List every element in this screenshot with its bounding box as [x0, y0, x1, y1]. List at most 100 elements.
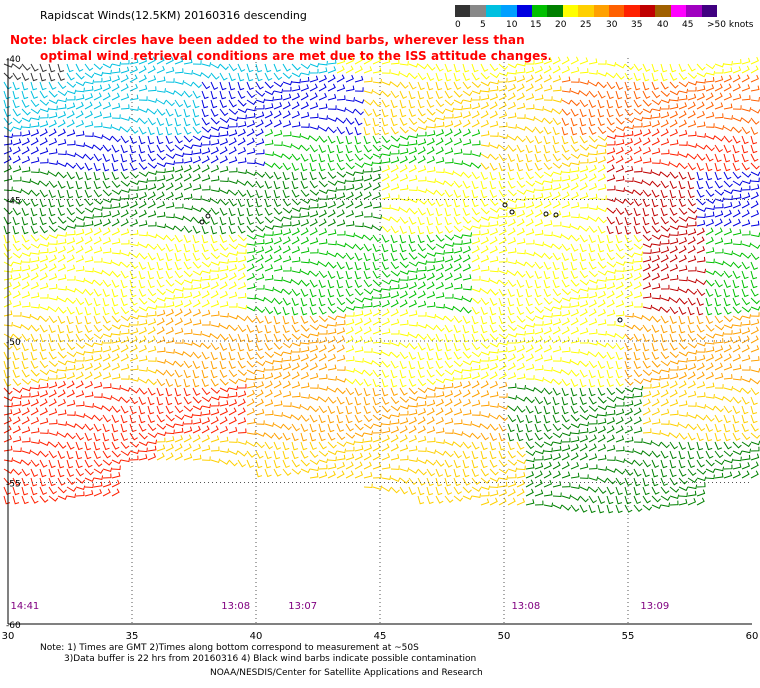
wind-barb: [48, 408, 58, 416]
wind-barb: [678, 324, 686, 334]
wind-barb: [363, 348, 373, 353]
wind-barb: [57, 63, 65, 73]
wind-barb: [678, 81, 689, 88]
wind-barb: [318, 270, 328, 279]
wind-barb: [183, 318, 193, 326]
wind-barb: [3, 126, 14, 132]
wind-barb: [273, 371, 282, 380]
wind-barb: [489, 85, 499, 92]
wind-barb: [354, 369, 365, 375]
wind-barb: [606, 174, 616, 182]
wind-barb: [39, 429, 49, 434]
wind-barb: [561, 452, 570, 461]
wind-barb: [156, 414, 165, 423]
wind-barb: [732, 153, 740, 163]
wind-barb: [381, 204, 391, 210]
wind-barb: [372, 243, 380, 253]
wind-barb: [552, 461, 561, 470]
wind-barb: [57, 477, 66, 486]
wind-barb: [219, 272, 228, 281]
wind-barb: [21, 108, 31, 116]
wind-barb: [363, 191, 372, 200]
wind-barb: [237, 440, 248, 445]
wind-barb: [489, 342, 500, 348]
wind-barb: [201, 225, 209, 235]
wind-barb: [39, 120, 49, 128]
wind-barb: [129, 455, 139, 461]
wind-barb: [444, 248, 454, 254]
wind-barb: [30, 225, 39, 234]
wind-barb: [57, 315, 66, 324]
wind-barb: [354, 335, 363, 344]
wind-barb: [408, 274, 418, 281]
wind-barb: [111, 450, 121, 458]
wind-barb: [336, 454, 346, 461]
wind-barb: [669, 198, 677, 208]
wind-barb: [489, 306, 497, 316]
wind-barb: [237, 198, 245, 208]
wind-barb: [588, 243, 596, 253]
wind-barb: [12, 252, 23, 259]
wind-barb: [336, 306, 347, 313]
wind-barb: [354, 396, 362, 406]
wind-barb: [192, 99, 200, 109]
wind-barb: [309, 396, 320, 401]
wind-barb: [408, 435, 418, 443]
wind-barb: [732, 229, 742, 236]
wind-barb: [417, 360, 425, 370]
wind-barb: [345, 220, 355, 227]
wind-barb: [723, 363, 733, 371]
wind-barb: [741, 57, 751, 65]
wind-barb: [300, 258, 310, 264]
legend-label-45: 45: [682, 20, 694, 30]
wind-barb: [363, 126, 371, 136]
wind-barb: [516, 488, 525, 497]
wind-barb: [3, 198, 14, 204]
wind-barb: [111, 353, 120, 362]
wind-barb: [210, 207, 220, 215]
wind-barb: [399, 410, 409, 416]
wind-barb: [408, 155, 417, 164]
wind-barb: [120, 218, 129, 227]
wind-barb: [507, 288, 515, 298]
wind-barb: [372, 144, 382, 152]
wind-barb: [12, 225, 20, 235]
wind-barb: [264, 286, 275, 292]
wind-barb: [372, 349, 383, 355]
wind-barb: [147, 56, 156, 65]
wind-barb: [120, 228, 130, 236]
wind-barb: [147, 378, 157, 386]
wind-barb: [507, 83, 516, 92]
wind-barb: [408, 268, 418, 273]
wind-barb: [372, 327, 382, 335]
wind-barb: [480, 101, 489, 110]
wind-barb: [219, 400, 229, 407]
wind-barb: [741, 162, 750, 171]
wind-barb: [39, 324, 48, 333]
wind-barb: [408, 445, 418, 452]
wind-barb: [30, 281, 39, 290]
wind-barb: [282, 324, 290, 334]
wind-barb: [165, 160, 176, 166]
wind-barb: [642, 243, 653, 248]
wind-barb: [552, 439, 563, 445]
wind-barb: [624, 155, 633, 164]
wind-barb: [363, 77, 373, 83]
wind-barb: [588, 126, 597, 135]
wind-barb: [543, 65, 552, 74]
wind-barb: [741, 144, 749, 154]
wind-barb: [75, 94, 85, 101]
wind-barb: [300, 198, 311, 204]
wind-barb: [66, 324, 74, 334]
wind-barb: [660, 374, 670, 380]
wind-barb: [147, 423, 157, 432]
wind-barb: [732, 171, 742, 179]
wind-barb: [579, 279, 590, 286]
wind-barb: [570, 396, 578, 406]
wind-barb: [525, 414, 533, 424]
wind-barb: [12, 131, 22, 137]
wind-barb: [597, 495, 606, 504]
wind-barb: [534, 327, 544, 335]
wind-barb: [129, 200, 138, 209]
wind-barb: [84, 144, 95, 149]
